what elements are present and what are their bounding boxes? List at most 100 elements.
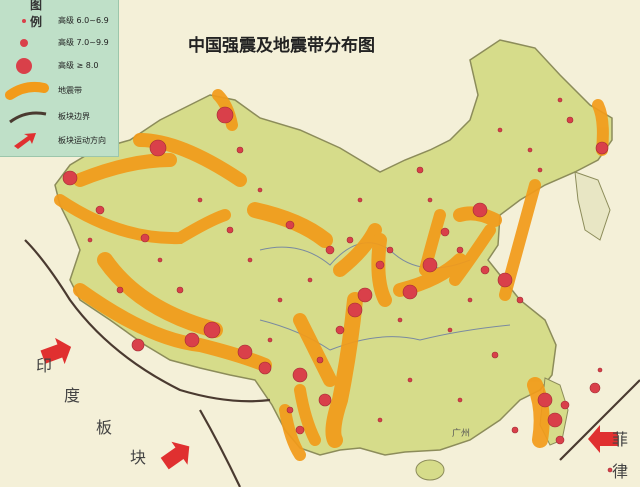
earthquake-points <box>62 97 613 473</box>
quake-point-medium <box>295 425 305 435</box>
quake-point-small <box>267 337 273 343</box>
map-legend: 图 例 高级 6.0~6.9 高级 7.0~9.9 高级 ≥ 8.0 地震带 板… <box>0 0 119 157</box>
legend-item-label: 板块边界 <box>58 112 90 121</box>
quake-point-medium <box>491 351 499 359</box>
quake-point-small <box>397 317 403 323</box>
quake-point-small <box>277 297 283 303</box>
legend-item: 板块边界 <box>4 106 116 128</box>
quake-point-small <box>307 277 313 283</box>
quake-point-small <box>407 377 413 383</box>
quake-point-small <box>557 97 563 103</box>
quake-point-small <box>447 327 453 333</box>
plate-motion-arrow-icon <box>160 441 190 470</box>
seismic-belt <box>54 194 231 245</box>
quake-point-small <box>157 257 163 263</box>
quake-point-medium <box>286 406 294 414</box>
quake-point-large <box>216 106 234 124</box>
quake-point-medium <box>140 233 150 243</box>
quake-point-large <box>149 139 167 157</box>
quake-point-medium <box>560 400 570 410</box>
quake-point-large <box>472 202 488 218</box>
seismic-belt <box>527 377 550 448</box>
seismic-belt <box>97 252 223 338</box>
small-dot-icon <box>22 19 26 23</box>
quake-point-medium <box>176 286 184 294</box>
quake-point-large <box>347 302 363 318</box>
seismic-belt <box>293 313 337 387</box>
quake-point-large <box>497 272 513 288</box>
plate-label-india: 度 <box>64 386 81 405</box>
plate-label-philippine: 律 <box>612 462 629 481</box>
plate-label-india: 印 <box>36 356 53 375</box>
quake-point-small <box>537 167 543 173</box>
quake-point-large <box>62 170 78 186</box>
quake-point-small <box>357 197 363 203</box>
plate-boundary-icon <box>9 111 47 124</box>
quake-point-large <box>547 412 563 428</box>
quake-point-medium <box>226 226 234 234</box>
seismic-belt <box>371 233 392 307</box>
large-dot-icon <box>16 58 32 74</box>
quake-point-medium <box>325 245 335 255</box>
quake-point-large <box>402 284 418 300</box>
quake-point-large <box>595 141 609 155</box>
plate-label-india: 块 <box>130 448 147 467</box>
quake-point-medium <box>116 286 124 294</box>
quake-point-large <box>237 344 253 360</box>
quake-point-small <box>257 187 263 193</box>
plate-motion-arrow-icon <box>40 337 72 365</box>
quake-point-small <box>247 257 253 263</box>
quake-point-medium <box>566 116 574 124</box>
korea-peninsula <box>574 171 611 241</box>
quake-point-large <box>422 257 438 273</box>
legend-item-label: 地震带 <box>58 86 82 95</box>
plate-boundary-south <box>199 409 241 487</box>
seismic-belt-icon <box>5 81 49 100</box>
quake-point-medium <box>285 220 295 230</box>
legend-item-label: 高级 7.0~9.9 <box>58 38 109 47</box>
medium-dot-icon <box>20 39 28 47</box>
quake-point-small <box>497 127 503 133</box>
quake-point-medium <box>516 296 524 304</box>
legend-item: 高级 ≥ 8.0 <box>4 55 116 77</box>
quake-point-large <box>589 382 601 394</box>
quake-point-small <box>467 297 473 303</box>
quake-point-small <box>597 367 603 373</box>
legend-item-label: 高级 ≥ 8.0 <box>58 61 99 70</box>
quake-point-medium <box>555 435 565 445</box>
quake-point-large <box>357 287 373 303</box>
seismic-belts <box>54 89 609 461</box>
quake-point-medium <box>316 356 324 364</box>
city-label: 广州 <box>452 429 471 439</box>
quake-point-large <box>184 332 200 348</box>
quake-point-medium <box>480 265 490 275</box>
hainan-island <box>415 459 445 481</box>
map-title: 中国强震及地震带分布图 <box>188 36 375 56</box>
quake-point-large <box>203 321 221 339</box>
seismic-belt <box>133 133 247 187</box>
legend-title: 图 例 <box>30 0 65 29</box>
quake-point-large <box>258 361 272 375</box>
seismic-belt <box>333 223 382 277</box>
seismic-belt <box>449 224 496 286</box>
quake-point-medium <box>511 426 519 434</box>
quake-point-medium <box>375 260 385 270</box>
quake-point-small <box>377 417 383 423</box>
seismic-belt <box>279 404 306 461</box>
seismic-belt <box>325 292 363 448</box>
legend-item: 板块运动方向 <box>4 130 116 152</box>
legend-item-label: 高级 6.0~6.9 <box>58 16 109 25</box>
quake-point-large <box>537 392 553 408</box>
quake-point-medium <box>416 166 424 174</box>
quake-point-small <box>457 397 463 403</box>
seismic-belt <box>247 202 333 248</box>
quake-point-large <box>131 338 145 352</box>
plate-label-philippine: 菲 <box>612 430 629 449</box>
seismic-belt <box>294 384 321 446</box>
legend-item: 高级 7.0~9.9 <box>4 32 116 54</box>
quake-point-medium <box>456 246 464 254</box>
plate-boundary-west <box>24 239 271 403</box>
quake-point-large <box>292 367 308 383</box>
quake-point-medium <box>335 325 345 335</box>
